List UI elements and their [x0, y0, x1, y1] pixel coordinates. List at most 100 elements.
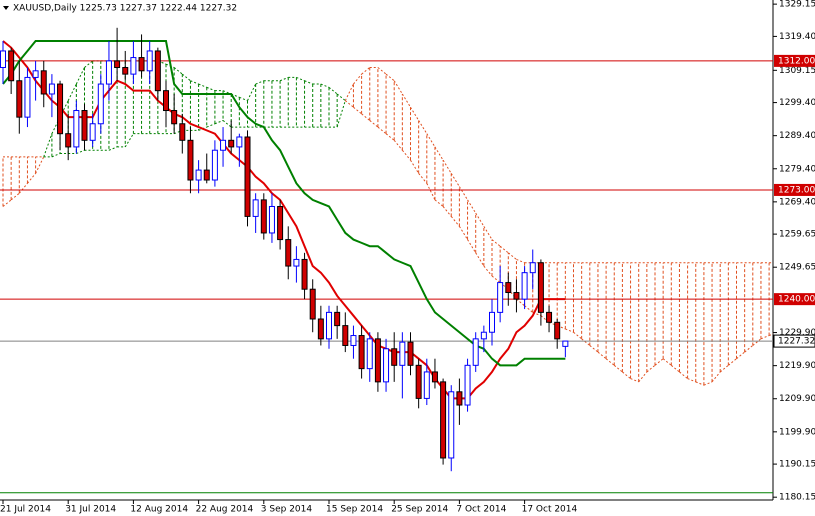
cloud-segment — [410, 106, 420, 174]
level-label-box — [774, 293, 815, 306]
span-a-edge — [687, 378, 696, 383]
cloud-segment — [597, 262, 607, 360]
candle-body — [366, 338, 373, 370]
cloud-segment — [605, 262, 615, 366]
cloud-segment — [744, 262, 754, 353]
span-a-edge — [75, 67, 85, 85]
candle-body — [40, 70, 47, 95]
cloud-segment — [295, 76, 305, 128]
cloud-segment — [458, 186, 468, 240]
span-a-edge — [27, 173, 36, 184]
cloud-segment — [312, 83, 321, 128]
span-a-edge — [670, 364, 680, 373]
cloud-segment — [35, 156, 45, 174]
span-a-edge — [605, 358, 615, 366]
y-tick-label: 1229.90 — [779, 328, 815, 338]
candle-body — [546, 311, 553, 323]
candle-body — [464, 364, 471, 406]
span-b-edge — [458, 186, 468, 201]
candle-body — [48, 83, 55, 95]
span-b-edge — [393, 80, 403, 95]
candle-body — [114, 60, 121, 69]
candle-body — [489, 311, 495, 333]
y-tick-label: 1299.40 — [779, 98, 815, 108]
span-a-edge — [581, 338, 591, 346]
span-a-edge — [679, 371, 688, 379]
span-a-edge — [320, 83, 330, 88]
cloud-segment — [556, 262, 566, 330]
span-a-edge — [296, 76, 305, 82]
span-a-edge — [719, 364, 729, 373]
span-a-edge — [662, 358, 672, 366]
candle-body — [171, 110, 178, 125]
candle-body — [97, 83, 104, 125]
candle-body — [456, 391, 463, 406]
cloud-segment — [442, 159, 452, 217]
candle-body — [16, 80, 23, 118]
candle-body — [529, 262, 536, 274]
span-a-edge — [589, 345, 599, 353]
span-a-edge — [67, 83, 77, 101]
candle-body — [334, 311, 341, 327]
cloud-segment — [18, 156, 28, 194]
candle-body — [317, 318, 324, 340]
span-b-edge — [516, 258, 525, 264]
x-tick-label: 22 Aug 2014 — [196, 505, 254, 515]
cloud-segment — [711, 262, 721, 383]
candle-body — [342, 325, 349, 346]
span-a-edge — [84, 60, 93, 68]
cloud-segment — [687, 262, 696, 383]
span-a-edge — [711, 371, 721, 383]
cloud-segment — [320, 83, 330, 128]
cloud-segment — [352, 73, 362, 115]
span-a-edge — [728, 358, 737, 366]
span-b-edge — [124, 133, 134, 148]
cloud-segment — [369, 67, 379, 128]
span-a-edge — [646, 364, 656, 373]
cloud-segment — [43, 133, 53, 158]
candle-body — [562, 340, 569, 347]
span-b-edge — [507, 252, 517, 260]
span-a-edge — [548, 321, 558, 327]
indicator-line — [2, 40, 566, 367]
span-b-edge — [76, 149, 85, 155]
candle-body — [505, 282, 512, 294]
cloud-segment — [719, 262, 729, 373]
span-a-edge — [18, 183, 28, 194]
span-b-edge — [475, 212, 485, 227]
cloud-segment — [467, 199, 477, 254]
y-tick-label: 1190.15 — [779, 460, 815, 470]
cloud-segment — [26, 156, 36, 184]
span-a-edge — [458, 226, 468, 240]
indicator-line — [2, 40, 566, 400]
candle-body — [73, 110, 80, 148]
cloud-segment — [752, 262, 762, 346]
chart-title: XAUUSD,Daily 1225.73 1227.37 1222.44 122… — [13, 4, 237, 14]
span-a-edge — [638, 371, 648, 383]
cloud-segment — [2, 156, 12, 207]
candle-body — [211, 149, 218, 181]
candle-body — [260, 199, 267, 234]
cloud-segment — [630, 262, 639, 383]
span-a-edge — [361, 113, 371, 121]
candle-body — [383, 348, 390, 383]
plot-area — [0, 27, 773, 494]
span-a-edge — [181, 73, 191, 82]
span-b-edge — [442, 159, 452, 174]
span-b-edge — [361, 67, 371, 75]
candle-body — [537, 262, 544, 313]
candle-body — [277, 205, 284, 241]
y-tick-label: 1209.90 — [779, 394, 815, 404]
span-a-edge — [768, 333, 773, 337]
title-marker — [3, 6, 9, 10]
span-b-edge — [206, 123, 216, 128]
level-label-box — [774, 54, 815, 67]
span-a-edge — [328, 86, 338, 95]
span-a-edge — [2, 199, 12, 207]
cloud-segment — [141, 60, 150, 135]
candle-body — [554, 321, 561, 340]
candle-body — [146, 50, 153, 72]
candle-body — [32, 70, 39, 78]
span-a-edge — [752, 338, 762, 346]
